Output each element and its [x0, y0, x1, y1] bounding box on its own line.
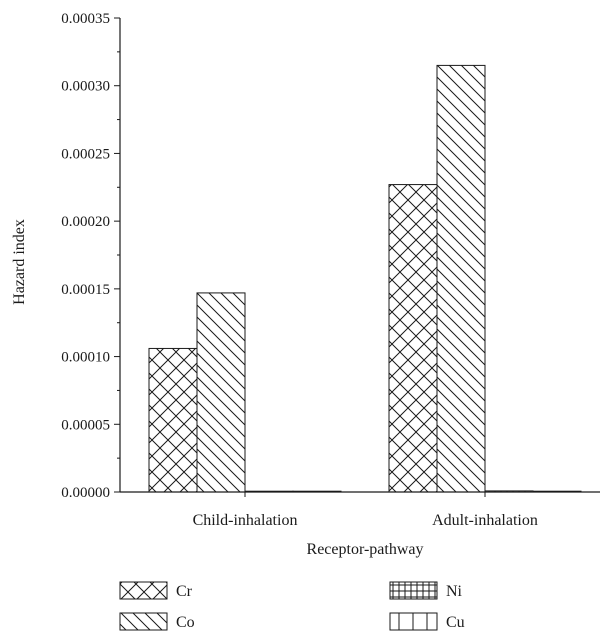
legend-swatch	[389, 581, 438, 600]
legend-label: Ni	[446, 583, 463, 600]
bar-co-child-inhalation	[196, 292, 246, 493]
bar-ni-adult-inhalation	[484, 490, 534, 493]
y-axis-label: Hazard index	[11, 219, 28, 305]
y-tick-label: 0.00030	[61, 79, 110, 95]
legend-label: Co	[176, 614, 195, 631]
y-tick-label: 0.00020	[61, 214, 110, 230]
legend-item-cr: Cr	[119, 581, 193, 600]
x-tick-label: Child-inhalation	[193, 512, 298, 529]
bars	[148, 64, 582, 493]
legend-item-co: Co	[119, 612, 195, 631]
y-tick-label: 0.00035	[61, 11, 110, 27]
legend-item-cu: Cu	[389, 612, 465, 631]
y-axis-ticks: 0.00000 0.00005 0.00010 0.00015 0.00020 0.000…	[61, 11, 120, 501]
legend-swatch	[389, 612, 438, 631]
legend-swatch	[119, 612, 168, 631]
x-axis-ticks: Child-inhalation Adult-inhalation	[193, 492, 538, 529]
y-tick-label: 0.00005	[61, 417, 110, 433]
x-axis-label: Receptor-pathway	[307, 541, 424, 558]
bar-cu-child-inhalation	[292, 490, 342, 493]
y-tick-label: 0.00010	[61, 350, 110, 366]
bar-ni-child-inhalation	[244, 490, 294, 493]
bar-cr-adult-inhalation	[388, 184, 438, 493]
bar-cu-adult-inhalation	[532, 490, 582, 493]
y-tick-label: 0.00000	[61, 485, 110, 501]
y-tick-label: 0.00015	[61, 282, 110, 298]
bar-co-adult-inhalation	[436, 64, 486, 493]
legend-label: Cu	[446, 614, 465, 631]
bar-cr-child-inhalation	[148, 347, 198, 493]
y-tick-label: 0.00025	[61, 146, 110, 162]
x-tick-label: Adult-inhalation	[432, 512, 538, 529]
legend: Cr Co Ni Cu	[119, 581, 465, 631]
legend-swatch	[119, 581, 168, 600]
legend-item-ni: Ni	[389, 581, 463, 600]
legend-label: Cr	[176, 583, 193, 600]
